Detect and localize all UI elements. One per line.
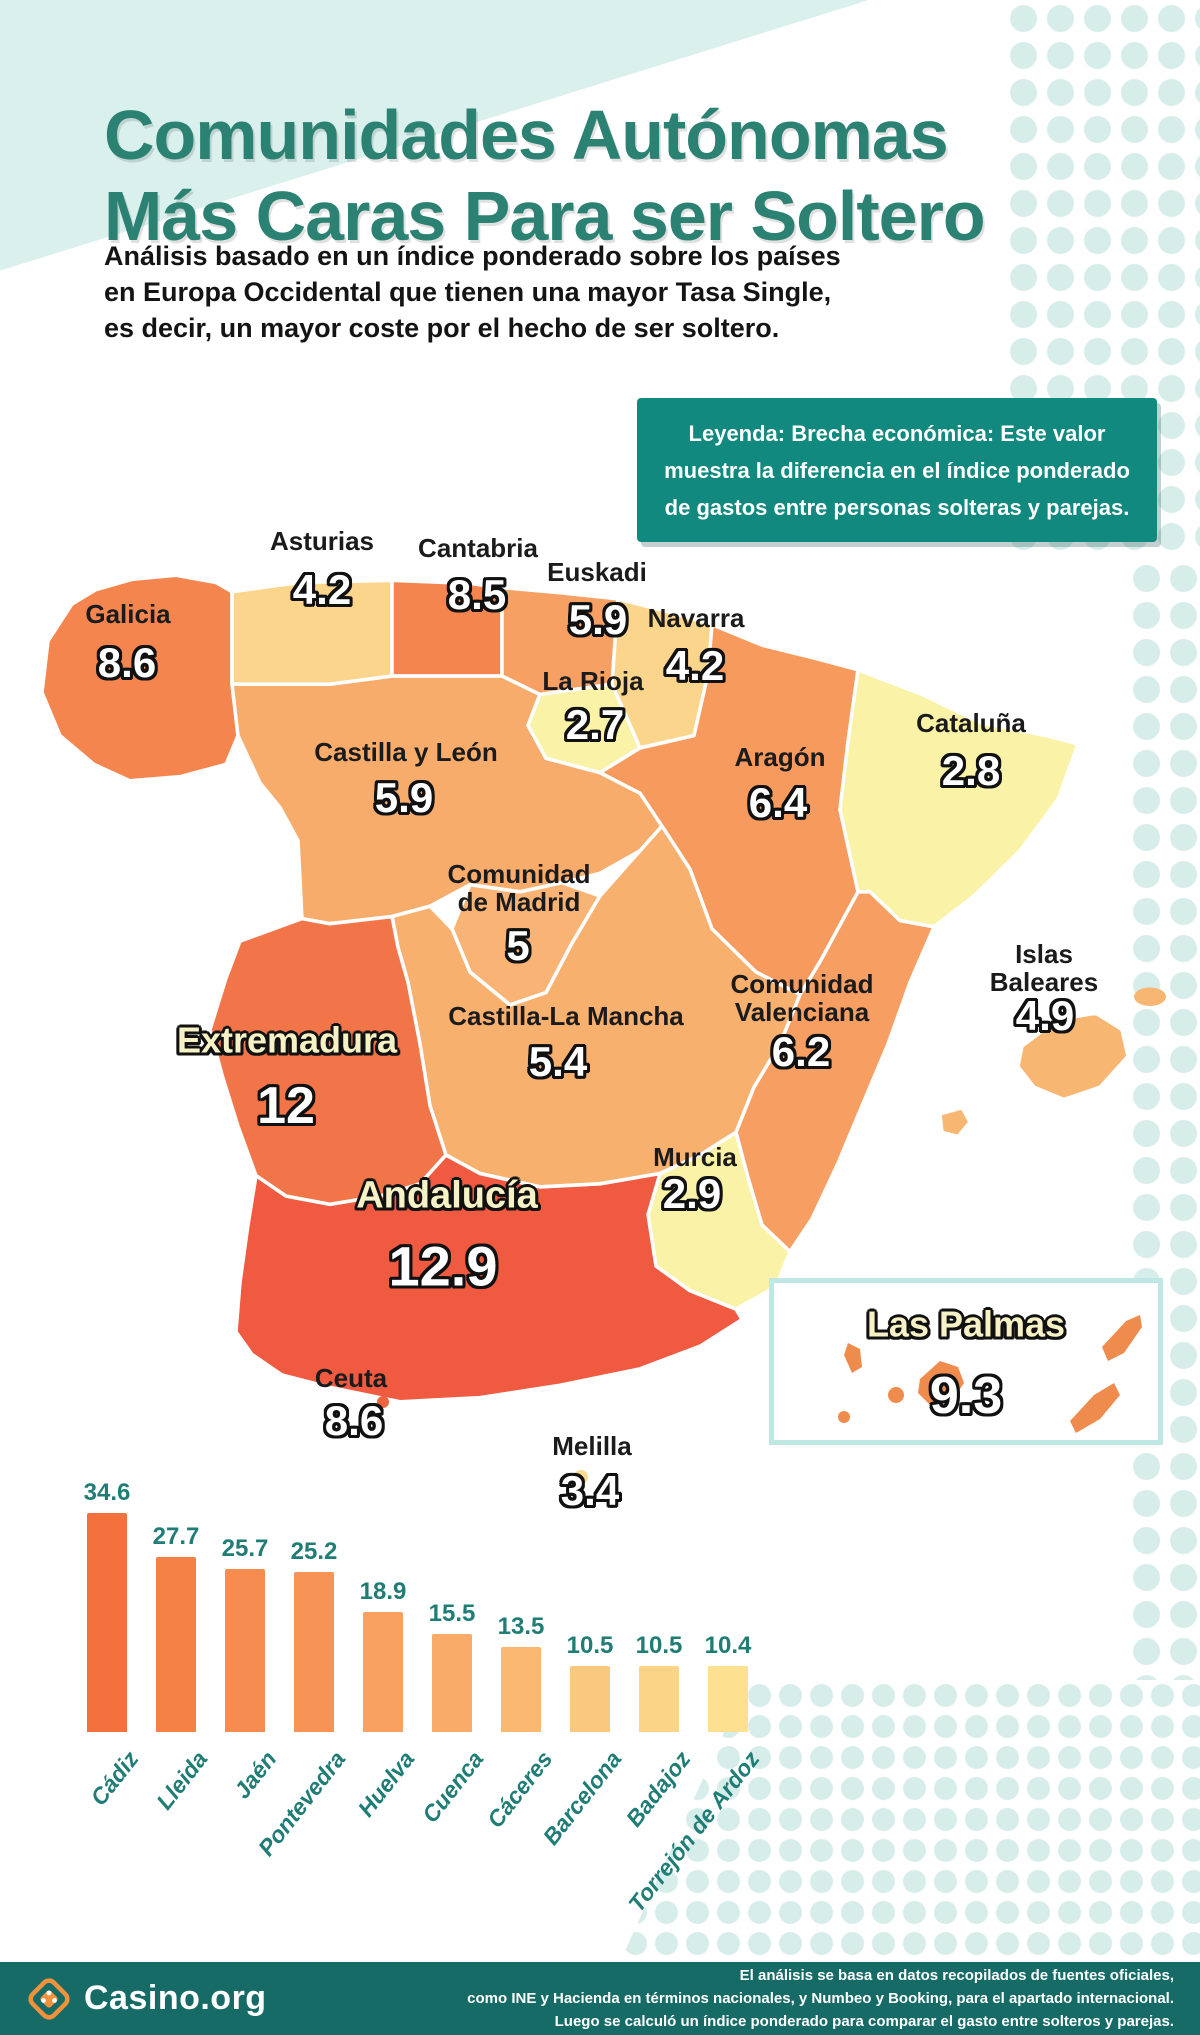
bar-cuenca (432, 1634, 472, 1732)
map-island-menorca (1134, 987, 1166, 1006)
map-island-la-palma (844, 1343, 862, 1373)
bar-cadiz (87, 1513, 127, 1732)
map-island-lanzarote (1102, 1315, 1142, 1361)
map-region-valencia (734, 890, 936, 1254)
bar-value-cuenca: 15.5 (428, 1600, 476, 1627)
bar-lleida (156, 1557, 196, 1732)
map-island-mallorca (1016, 1011, 1130, 1102)
bar-torrejon-de-ardoz (708, 1666, 748, 1732)
bar-value-jaen: 25.7 (221, 1535, 269, 1562)
map-region-andalucia (234, 1153, 744, 1404)
bar-value-lleida: 27.7 (152, 1523, 200, 1550)
map-island-fuerteventura (1070, 1383, 1120, 1433)
bar-pontevedra (294, 1572, 334, 1732)
footer: Casino.org El análisis se basa en datos … (0, 1962, 1200, 2035)
legend-text: Leyenda: Brecha económica: Este valor mu… (664, 420, 1130, 520)
bar-badajoz (639, 1666, 679, 1732)
map-island-ibiza (938, 1105, 972, 1139)
map-dot-melilla (574, 1470, 588, 1484)
bar-jaen (225, 1569, 265, 1732)
bar-value-caceres: 13.5 (497, 1613, 545, 1640)
bar-barcelona (570, 1666, 610, 1732)
casino-logo-icon (28, 1977, 70, 2020)
canary-islands-map (838, 1315, 1142, 1433)
bar-value-pontevedra: 25.2 (290, 1538, 338, 1565)
page-subtitle: Análisis basado en un índice ponderado s… (104, 241, 841, 343)
map-island-hierro (838, 1411, 850, 1423)
map-island-gomera (888, 1387, 904, 1403)
brand: Casino.org (26, 1976, 267, 2022)
map-island-tenerife (918, 1361, 964, 1405)
map-region-cataluna (838, 668, 1080, 929)
legend-box: Leyenda: Brecha económica: Este valor mu… (637, 398, 1157, 542)
bar-value-barcelona: 10.5 (566, 1632, 614, 1659)
bar-huelva (363, 1612, 403, 1732)
page-title: Comunidades Autónomas Más Caras Para ser… (104, 95, 986, 256)
brand-name: Casino.org (84, 1979, 267, 2017)
las-palmas-inset-box (769, 1278, 1163, 1445)
halftone-dots-right (1128, 560, 1200, 1680)
bar-caceres (501, 1647, 541, 1732)
bar-value-cadiz: 34.6 (83, 1479, 131, 1506)
footer-note: El análisis se basa en datos recopilados… (467, 1966, 1174, 2031)
map-dot-ceuta (377, 1396, 389, 1408)
bar-value-torrejon-de-ardoz: 10.4 (704, 1632, 752, 1659)
bar-value-huelva: 18.9 (359, 1578, 407, 1605)
bar-value-badajoz: 10.5 (635, 1632, 683, 1659)
